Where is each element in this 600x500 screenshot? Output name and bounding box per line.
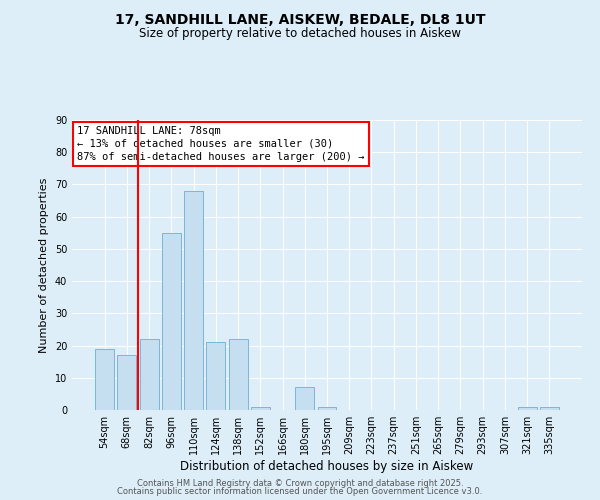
- Bar: [295, 388, 314, 410]
- Bar: [206, 342, 225, 410]
- Text: 17, SANDHILL LANE, AISKEW, BEDALE, DL8 1UT: 17, SANDHILL LANE, AISKEW, BEDALE, DL8 1…: [115, 12, 485, 26]
- Bar: [162, 233, 181, 410]
- Bar: [95, 349, 114, 410]
- Bar: [229, 339, 248, 410]
- Bar: [540, 407, 559, 410]
- Bar: [251, 407, 270, 410]
- Bar: [518, 407, 536, 410]
- Text: Size of property relative to detached houses in Aiskew: Size of property relative to detached ho…: [139, 28, 461, 40]
- Text: Contains public sector information licensed under the Open Government Licence v3: Contains public sector information licen…: [118, 487, 482, 496]
- Bar: [184, 191, 203, 410]
- Y-axis label: Number of detached properties: Number of detached properties: [39, 178, 49, 352]
- Text: Contains HM Land Registry data © Crown copyright and database right 2025.: Contains HM Land Registry data © Crown c…: [137, 478, 463, 488]
- X-axis label: Distribution of detached houses by size in Aiskew: Distribution of detached houses by size …: [181, 460, 473, 473]
- Bar: [140, 339, 158, 410]
- Bar: [317, 407, 337, 410]
- Bar: [118, 355, 136, 410]
- Text: 17 SANDHILL LANE: 78sqm
← 13% of detached houses are smaller (30)
87% of semi-de: 17 SANDHILL LANE: 78sqm ← 13% of detache…: [77, 126, 365, 162]
